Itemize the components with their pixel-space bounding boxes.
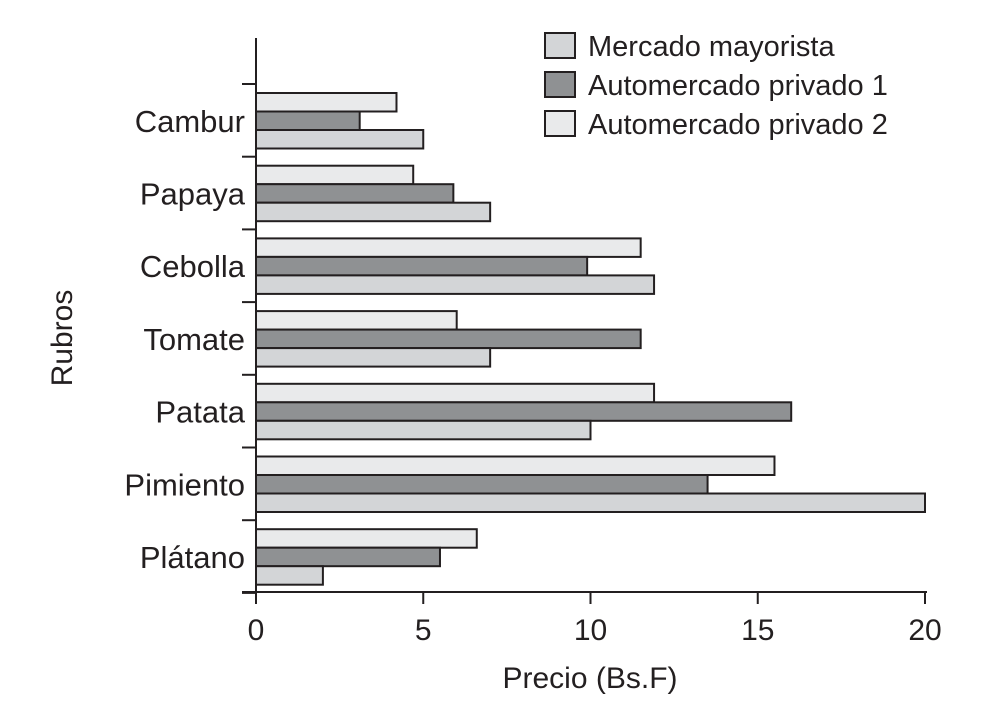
bar-cebolla-mercado-mayorista <box>255 274 656 295</box>
bar-pimiento-automercado-privado-1 <box>255 474 709 495</box>
x-tick-label: 15 <box>741 614 774 647</box>
bar-plátano-mercado-mayorista <box>255 565 324 586</box>
legend-label: Automercado privado 1 <box>588 70 888 102</box>
bar-cebolla-automercado-privado-1 <box>255 255 589 277</box>
x-tick-label: 0 <box>248 614 265 647</box>
category-label: Patata <box>155 395 245 430</box>
bar-tomate-automercado-privado-2 <box>255 310 458 331</box>
bars-layer <box>255 92 926 586</box>
bar-cambur-automercado-privado-2 <box>255 92 398 113</box>
legend-swatch <box>544 71 576 98</box>
bar-cambur-automercado-privado-1 <box>255 110 361 131</box>
bar-patata-automercado-privado-1 <box>255 401 793 422</box>
bar-pimiento-automercado-privado-2 <box>255 455 776 476</box>
bar-tomate-automercado-privado-1 <box>255 328 642 350</box>
x-tick-label: 20 <box>908 614 941 647</box>
bar-papaya-automercado-privado-1 <box>255 183 455 204</box>
category-label: Papaya <box>140 176 246 211</box>
bar-papaya-mercado-mayorista <box>255 201 492 223</box>
bar-plátano-automercado-privado-1 <box>255 546 441 568</box>
bar-tomate-mercado-mayorista <box>255 347 492 368</box>
x-axis-title: Precio (Bs.F) <box>502 662 677 695</box>
category-label: Cebolla <box>140 249 246 284</box>
category-label: Cambur <box>135 104 245 139</box>
bar-papaya-automercado-privado-2 <box>255 164 415 186</box>
x-tick-label: 5 <box>415 614 432 647</box>
x-tick-label: 10 <box>574 614 607 647</box>
category-label: Plátano <box>140 540 245 575</box>
legend-swatch <box>544 110 576 137</box>
category-label: Tomate <box>143 322 245 357</box>
labels-layer: Cambur Papaya Cebolla Tomate Patata Pimiento P… <box>124 104 941 647</box>
category-label: Pimiento <box>124 467 245 502</box>
y-axis-title: Rubros <box>46 290 79 387</box>
bar-patata-automercado-privado-2 <box>255 382 656 404</box>
legend-label: Mercado mayorista <box>588 31 835 63</box>
axes-layer <box>242 38 927 604</box>
bar-pimiento-mercado-mayorista <box>255 492 926 513</box>
bar-plátano-automercado-privado-2 <box>255 528 478 549</box>
bar-patata-mercado-mayorista <box>255 419 592 441</box>
legend-label: Automercado privado 2 <box>588 109 888 141</box>
bar-cambur-mercado-mayorista <box>255 129 425 150</box>
legend: Mercado mayorista Automercado privado 1 Au… <box>544 31 888 141</box>
bar-cebolla-automercado-privado-2 <box>255 237 642 258</box>
legend-swatch <box>544 32 576 59</box>
